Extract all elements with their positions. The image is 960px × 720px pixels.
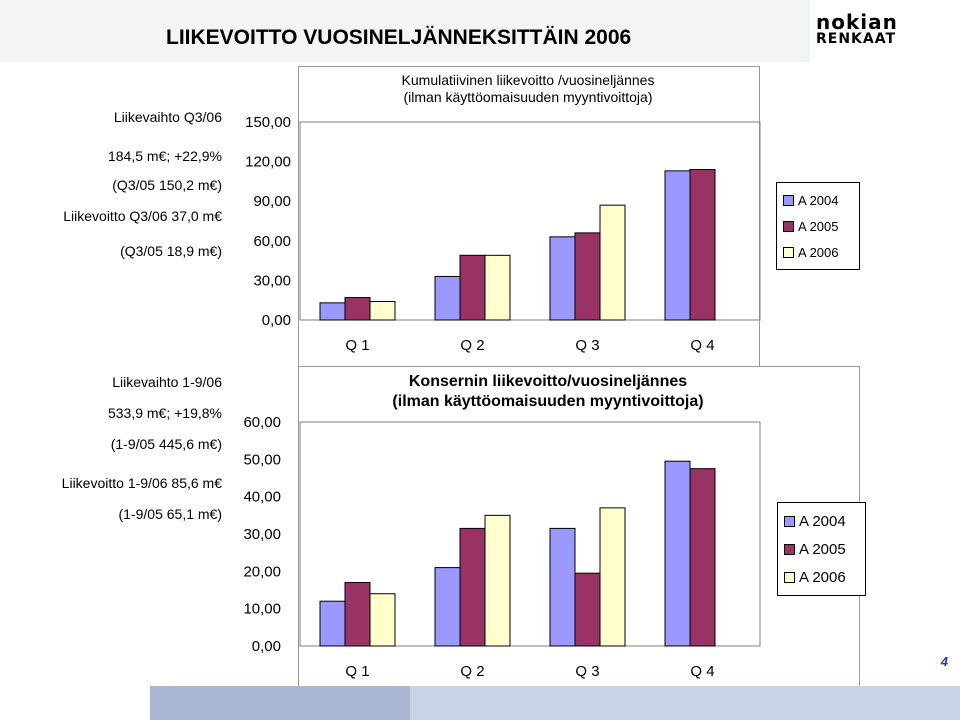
legend-label-2006: A 2006 [799, 568, 846, 586]
chart-1-bar [549, 236, 576, 321]
chart-2-x-tick-label: Q 2 [460, 663, 484, 680]
chart-1-y-tick-label: 0,00 [262, 312, 291, 329]
chart-2-legend-item-2004: A 2004 [784, 507, 859, 535]
chart-2-bar [344, 582, 371, 647]
chart-2-legend-item-2005: A 2005 [784, 535, 859, 563]
chart-2-bar [574, 572, 601, 647]
chart-1-bar [599, 204, 626, 321]
legend-label-2004: A 2004 [798, 192, 839, 208]
legend-swatch-2004 [784, 515, 795, 527]
chart-1-x-tick-label: Q 1 [345, 337, 369, 354]
legend-swatch-2006 [784, 571, 795, 583]
page-title: LIIKEVOITTO VUOSINELJÄNNEKSITTÄIN 2006 [166, 26, 632, 49]
footer-band-accent [150, 686, 410, 720]
chart-2-legend-item-2006: A 2006 [784, 563, 859, 591]
legend-swatch-2004 [783, 194, 794, 206]
chart-2-y-tick-label: 20,00 [243, 563, 281, 580]
chart-2-x-tick-label: Q 3 [575, 663, 599, 680]
chart-2-title: Konsernin liikevoitto/vuosineljännes (il… [298, 372, 798, 412]
legend-swatch-2005 [783, 220, 794, 232]
chart-1-bar [459, 254, 486, 321]
chart-1-x-tick-label: Q 2 [460, 337, 484, 354]
chart-2-y-tick-label: 0,00 [252, 638, 281, 655]
chart-1-bar [664, 170, 691, 321]
chart-2-bar [459, 527, 486, 647]
chart-1-y-tick-label: 90,00 [253, 193, 291, 210]
legend-label-2005: A 2005 [798, 218, 839, 234]
chart-2-y-tick-label: 50,00 [243, 451, 281, 468]
legend-label-2005: A 2005 [799, 540, 846, 558]
chart-2-bar [689, 468, 716, 647]
chart-1-plot-area [299, 121, 761, 321]
legend-label-2004: A 2004 [799, 512, 846, 530]
chart-1-title-line2: (ilman käyttöomaisuuden myyntivoittoja) [403, 89, 653, 105]
chart-2-x-tick-label: Q 1 [345, 663, 369, 680]
chart-1-bar [574, 232, 601, 321]
logo-subtitle: RENKAAT [816, 31, 897, 47]
chart-1-x-tick-label: Q 3 [575, 337, 599, 354]
chart-2-bar [369, 593, 396, 647]
legend-swatch-2005 [784, 543, 795, 555]
chart-2-y-tick-label: 60,00 [243, 414, 281, 431]
chart-2-bar [599, 507, 626, 647]
side-top-revenue-label: Liikevaihto Q3/06 [113, 109, 222, 125]
chart-2-title-line2: (ilman käyttöomaisuuden myyntivoittoja) [392, 393, 704, 410]
chart-2-plot-area [299, 421, 761, 647]
chart-2-y-tick-label: 10,00 [243, 601, 281, 618]
side-bottom-revenue-label: Liikevaihto 1-9/06 [112, 374, 222, 390]
chart-1-title-line1: Kumulatiivinen liikevoitto /vuosineljänn… [401, 72, 655, 88]
chart-1-bar [484, 254, 511, 321]
chart-1-title: Kumulatiivinen liikevoitto /vuosineljänn… [298, 72, 758, 106]
chart-2-bar [434, 567, 461, 647]
chart-2-bar [484, 514, 511, 647]
logo-wordmark: nokian [816, 10, 898, 34]
side-bottom-profit-prev: (1-9/05 65,1 m€) [118, 506, 223, 522]
chart-1-x-tick-label: Q 4 [690, 337, 714, 354]
chart-2-legend: A 2004 A 2005 A 2006 [777, 502, 866, 596]
side-top-revenue-prev: (Q3/05 150,2 m€) [112, 177, 222, 193]
chart-2-bar [319, 600, 346, 647]
side-bottom-revenue-value: 533,9 m€; +19,8% [107, 405, 222, 421]
chart-1-y-tick-label: 120,00 [245, 154, 291, 171]
side-top-profit-prev: (Q3/05 18,9 m€) [120, 243, 222, 259]
chart-1-y-tick-label: 150,00 [245, 114, 291, 131]
chart-1-bar [689, 169, 716, 321]
chart-2-title-line1: Konsernin liikevoitto/vuosineljännes [408, 373, 688, 390]
chart-1-bar [369, 301, 396, 321]
chart-1-bar [434, 275, 461, 321]
side-top-profit-value: Liikevoitto Q3/06 37,0 m€ [63, 208, 222, 224]
legend-swatch-2006 [783, 246, 794, 258]
chart-1-legend-item-2004: A 2004 [783, 187, 853, 213]
header-left-band [0, 0, 150, 62]
chart-1-legend: A 2004 A 2005 A 2006 [776, 182, 860, 270]
chart-1-y-tick-label: 30,00 [253, 272, 291, 289]
side-top-revenue-value: 184,5 m€; +22,9% [107, 148, 222, 164]
chart-1-legend-item-2005: A 2005 [783, 213, 853, 239]
chart-2-y-tick-label: 40,00 [243, 489, 281, 506]
chart-2-y-tick-label: 30,00 [243, 526, 281, 543]
side-bottom-revenue-prev: (1-9/05 445,6 m€) [110, 436, 222, 452]
chart-2-bar [549, 527, 576, 647]
page-number: 4 [940, 654, 948, 669]
legend-label-2006: A 2006 [798, 244, 839, 260]
chart-1-legend-item-2006: A 2006 [783, 239, 853, 265]
chart-1-y-tick-label: 60,00 [253, 233, 291, 250]
chart-2-bar [664, 460, 691, 647]
header-band [150, 0, 810, 62]
chart-2-x-tick-label: Q 4 [690, 663, 714, 680]
nokian-renkaat-logo: nokian RENKAAT [816, 12, 928, 46]
side-bottom-profit-value: Liikevoitto 1-9/06 85,6 m€ [61, 475, 222, 491]
